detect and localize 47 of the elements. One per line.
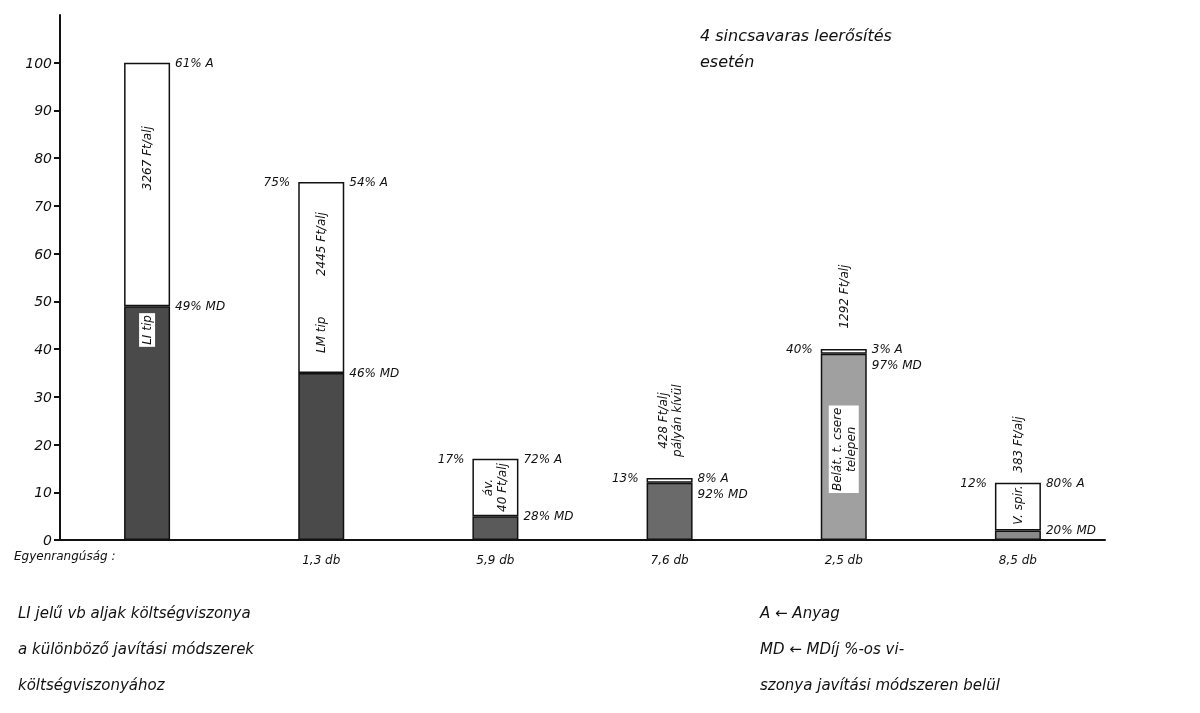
- y-tick-label: 70: [34, 197, 53, 214]
- annotation: 1292 Ft/alj: [836, 263, 851, 329]
- y-tick-label: 10: [34, 484, 53, 501]
- annotation: 80% A: [1045, 475, 1085, 490]
- annotation: Belát. t. csere telepen: [829, 407, 858, 492]
- x-tick-label: 5,9 db: [476, 553, 515, 567]
- x-tick-label: 7,6 db: [650, 553, 690, 567]
- annotation: 49% MD: [175, 299, 226, 314]
- annotation: 28% MD: [523, 509, 574, 524]
- annotation: áv. 40 Ft/alj: [481, 462, 510, 512]
- total-label: 13%: [611, 470, 639, 485]
- x-axis-title: Egyenrangúság :: [14, 549, 116, 563]
- annotation: 8% A: [697, 470, 729, 485]
- y-tick-label: 20: [34, 436, 53, 453]
- annotation: 92% MD: [697, 486, 748, 501]
- total-label: 75%: [263, 175, 291, 190]
- y-tick-label: 40: [34, 341, 53, 358]
- text: 4 sincsavaras leerősítés esetén: [700, 25, 892, 71]
- annotation: 72% A: [523, 451, 563, 466]
- text: LI jelű vb aljak költségviszonya a különböző javítási módszerek költségviszonyához: [18, 604, 255, 694]
- y-tick-label: 90: [34, 102, 53, 119]
- y-tick-label: 0: [43, 532, 53, 548]
- annotation: 54% A: [349, 175, 388, 190]
- text: A ← Anyag MD ← MDíj %-os vi- szonya javítási módszeren belül: [760, 604, 1000, 694]
- total-label: 12%: [960, 475, 987, 490]
- y-tick-label: 50: [34, 293, 53, 310]
- x-tick-label: 8,5 db: [998, 553, 1038, 567]
- annotation: LI tip: [140, 314, 155, 345]
- annotation: LM tip: [314, 316, 329, 354]
- y-tick-label: 100: [25, 54, 53, 71]
- annotation: 46% MD: [349, 365, 400, 380]
- annotation: 3267 Ft/alj: [140, 125, 155, 191]
- x-tick-label: 2,5 db: [824, 553, 864, 567]
- total-label: 17%: [437, 451, 465, 466]
- y-tick-label: 80: [34, 150, 53, 167]
- annotation: 61% A: [175, 55, 214, 70]
- annotation: 2445 Ft/alj: [314, 211, 329, 277]
- annotation: 3% A: [871, 342, 903, 357]
- annotation: 383 Ft/alj: [1010, 415, 1025, 473]
- total-label: 40%: [786, 342, 813, 357]
- annotation: 428 Ft/alj pályán kívül: [655, 383, 684, 458]
- y-tick-label: 60: [34, 245, 53, 262]
- annotation: 97% MD: [871, 358, 922, 373]
- annotation: 20% MD: [1045, 523, 1097, 538]
- y-tick-label: 30: [34, 388, 53, 405]
- annotation: V. spir.: [1010, 485, 1025, 525]
- x-tick-label: 1,3 db: [302, 553, 341, 567]
